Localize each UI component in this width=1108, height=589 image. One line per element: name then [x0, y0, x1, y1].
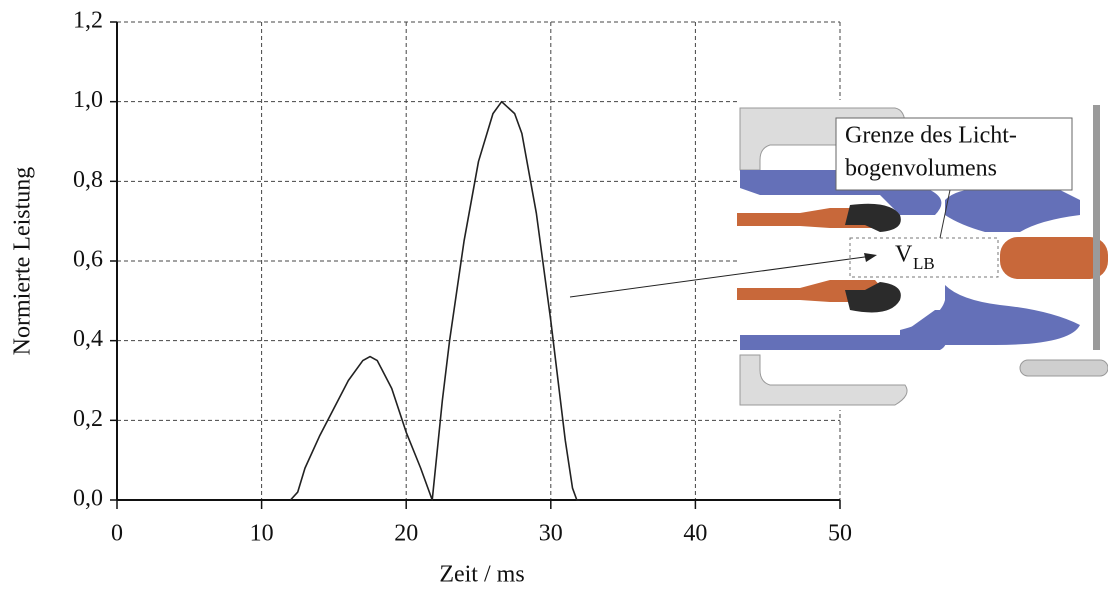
x-tick-label: 30 [539, 521, 563, 547]
tulip-top [845, 203, 901, 232]
x-tick-label: 20 [394, 521, 418, 547]
nozzle-bottom [900, 285, 1080, 345]
arrow [569, 255, 873, 298]
x-axis-title: Zeit / ms [439, 562, 524, 588]
x-tick-label: 0 [111, 521, 123, 547]
y-tick-label: 0,6 [73, 247, 103, 273]
y-axis-title: Normierte Leistung [10, 167, 36, 356]
y-tick-label: 0,2 [73, 406, 103, 432]
grid: 0,0 0,2 0,4 0,6 0,8 1,0 1,2 0 10 20 30 40 50 [73, 8, 852, 547]
y-tick-label: 1,0 [73, 87, 103, 113]
contact-bottom [740, 310, 947, 350]
pin-bottom [737, 280, 881, 302]
x-tick-label: 10 [250, 521, 274, 547]
support-bar [1093, 105, 1100, 350]
x-tick-label: 40 [683, 521, 707, 547]
y-tick-label: 0,0 [73, 486, 103, 512]
annotation-text: Grenze des Licht- [845, 123, 1017, 149]
housing-bottom [739, 354, 908, 406]
data [289, 100, 580, 501]
nozzle-top [945, 188, 1080, 232]
volume-label: V [895, 242, 913, 268]
moving-contact [1000, 237, 1108, 279]
support-foot [1019, 359, 1108, 377]
y-tick-label: 1,2 [73, 8, 103, 34]
arrow-head [864, 253, 877, 262]
y-tick-label: 0,4 [73, 326, 103, 352]
x-tick-label: 50 [828, 521, 852, 547]
label-box [835, 117, 1073, 191]
y-tick-label: 0,8 [73, 167, 103, 193]
annotation-text: bogenvolumens [845, 156, 997, 182]
tulip-bottom [845, 282, 901, 313]
label-pointer [939, 189, 951, 239]
inset-diagram: Grenze des Licht- bogenvolumens V LB [569, 100, 1108, 410]
arc-volume [849, 237, 999, 278]
volume-subscript: LB [913, 254, 935, 273]
data-line [289, 100, 580, 501]
